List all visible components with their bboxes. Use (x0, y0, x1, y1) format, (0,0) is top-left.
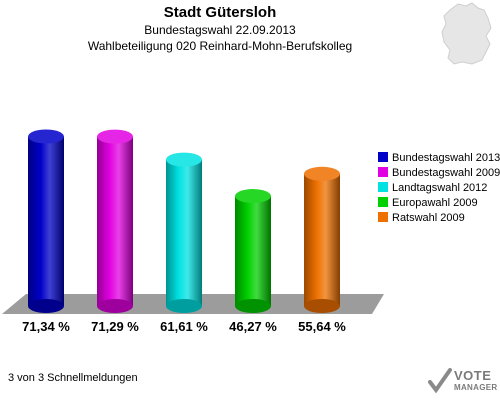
data-label: 71,34 % (22, 319, 70, 334)
bar-top (166, 152, 202, 167)
chart-subtitle: Bundestagswahl 22.09.2013 (144, 23, 296, 37)
chart-subtitle-2: Wahlbeteiligung 020 Reinhard-Mohn-Berufs… (87, 39, 353, 53)
legend-label: Bundestagswahl 2009 (392, 167, 500, 179)
bar (97, 136, 133, 306)
data-label: 71,29 % (91, 319, 139, 334)
legend-label: Europawahl 2009 (392, 197, 478, 209)
bar-base (166, 299, 202, 313)
legend-swatch (378, 197, 388, 207)
chart-title: Stadt Gütersloh (163, 4, 277, 21)
checkmark-icon (428, 368, 452, 394)
bar-top (304, 166, 340, 181)
bar (28, 136, 64, 306)
bar-base (28, 299, 64, 313)
germany-map-icon (441, 2, 492, 65)
legend-swatch (378, 182, 388, 192)
bar-top (28, 129, 64, 144)
legend-swatch (378, 152, 388, 162)
bar-top (97, 129, 133, 144)
bar (166, 159, 202, 306)
bar (304, 173, 340, 306)
data-label: 46,27 % (229, 319, 277, 334)
data-label: 55,64 % (298, 319, 346, 334)
legend-swatch (378, 212, 388, 222)
bar-base (235, 299, 271, 313)
logo-text-manager: MANAGER (454, 383, 498, 392)
data-label: 61,61 % (160, 319, 208, 334)
bar-top (235, 189, 271, 204)
legend-label: Bundestagswahl 2013 (392, 152, 500, 164)
logo-text-vote: VOTE (454, 368, 492, 383)
legend-label: Ratswahl 2009 (392, 212, 465, 224)
legend-swatch (378, 167, 388, 177)
vote-manager-logo: VOTE MANAGER (428, 366, 498, 398)
bar (235, 196, 271, 306)
legend-label: Landtagswahl 2012 (392, 182, 487, 194)
footer-note: 3 von 3 Schnellmeldungen (8, 372, 138, 384)
bar-base (304, 299, 340, 313)
bar-base (97, 299, 133, 313)
